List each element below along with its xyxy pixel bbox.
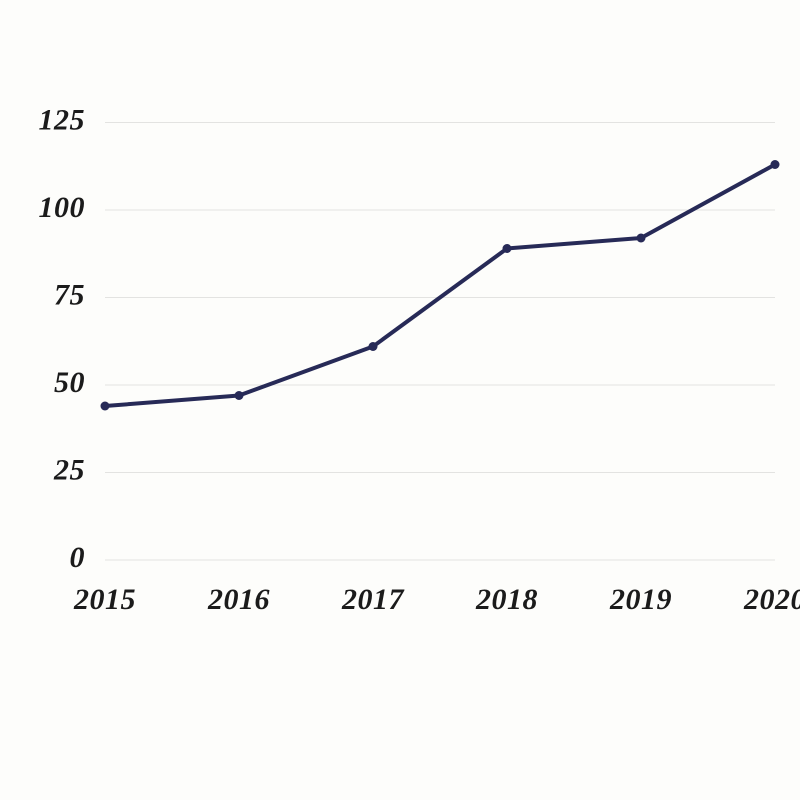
x-tick-label: 2017 bbox=[341, 583, 405, 616]
data-point bbox=[771, 160, 780, 169]
x-tick-label: 2019 bbox=[609, 583, 672, 616]
y-tick-label: 125 bbox=[39, 103, 86, 136]
x-tick-label: 2020 bbox=[743, 583, 800, 616]
data-point bbox=[637, 234, 646, 243]
y-tick-label: 100 bbox=[39, 191, 86, 224]
y-tick-label: 50 bbox=[54, 366, 85, 399]
x-tick-label: 2015 bbox=[73, 583, 136, 616]
line-chart: 0 25 50 75 100 125 2015 2016 2017 2018 2019 2020 bbox=[0, 0, 800, 800]
data-point bbox=[235, 391, 244, 400]
y-tick-label: 75 bbox=[54, 278, 85, 311]
data-point bbox=[369, 342, 378, 351]
x-tick-label: 2018 bbox=[475, 583, 538, 616]
data-point bbox=[101, 402, 110, 411]
x-tick-label: 2016 bbox=[207, 583, 270, 616]
y-tick-label: 0 bbox=[70, 541, 86, 574]
y-tick-label: 25 bbox=[53, 453, 85, 486]
data-point bbox=[503, 244, 512, 253]
